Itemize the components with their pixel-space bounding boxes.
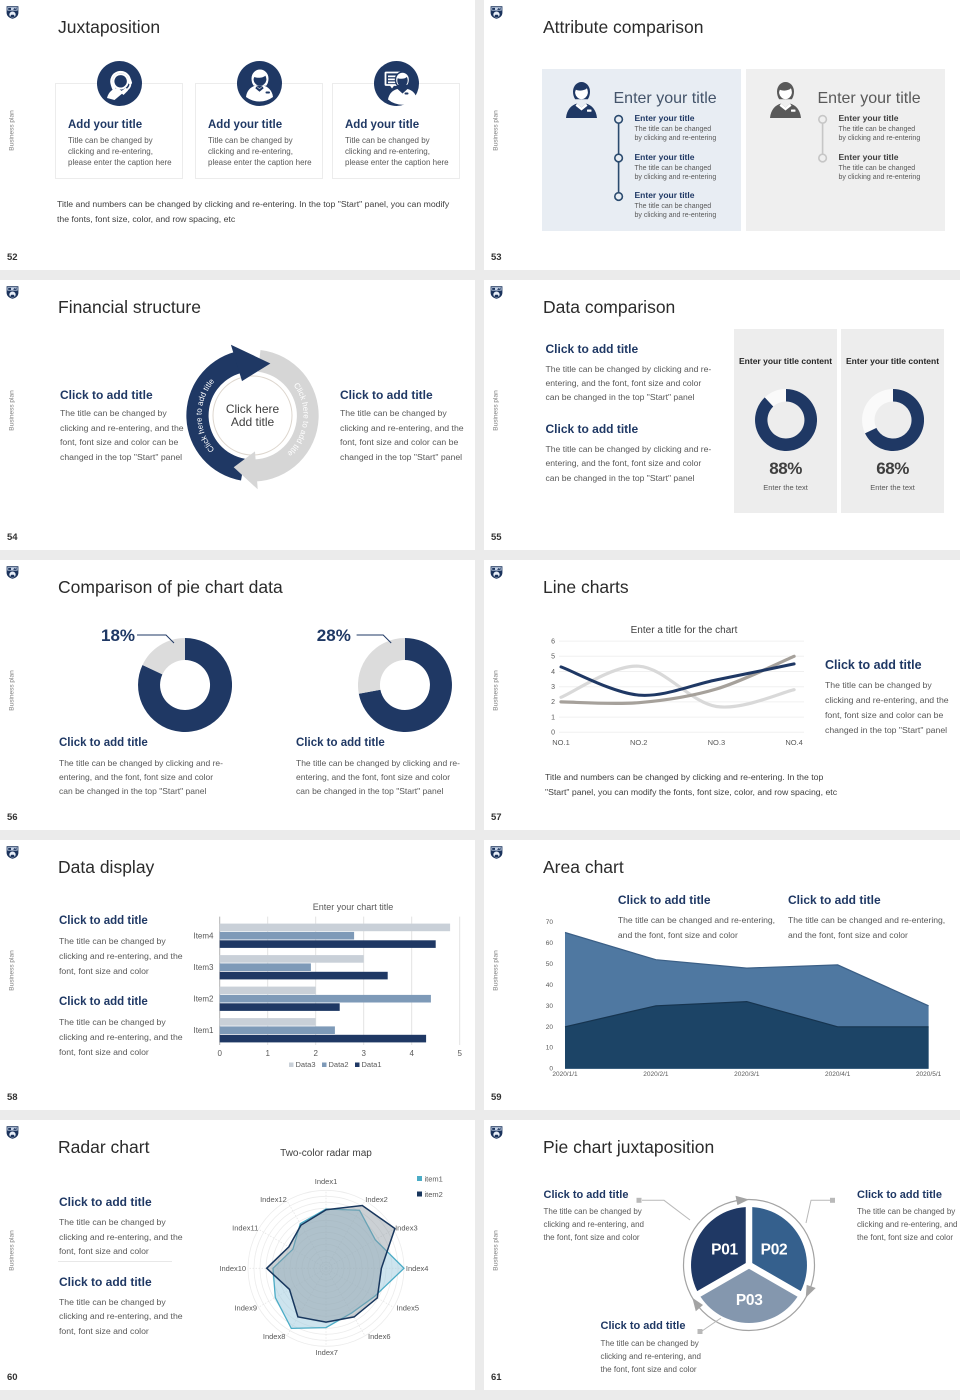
svg-text:Item4: Item4 (193, 931, 214, 940)
svg-text:Index12: Index12 (260, 1195, 287, 1204)
svg-text:item2: item2 (425, 1190, 443, 1199)
svg-text:2020/3/1: 2020/3/1 (734, 1071, 760, 1078)
svg-text:Index5: Index5 (397, 1303, 420, 1312)
svg-text:50: 50 (546, 961, 554, 968)
svg-text:Index1: Index1 (315, 1177, 338, 1186)
svg-text:Index11: Index11 (232, 1223, 258, 1232)
svg-text:Index6: Index6 (368, 1332, 391, 1341)
svg-text:Index7: Index7 (315, 1348, 338, 1357)
svg-text:20: 20 (546, 1024, 554, 1031)
svg-text:0: 0 (551, 730, 555, 737)
svg-text:item1: item1 (425, 1175, 443, 1184)
svg-text:60: 60 (546, 940, 554, 947)
svg-text:2020/4/1: 2020/4/1 (825, 1071, 851, 1078)
svg-text:NO.3: NO.3 (708, 738, 726, 747)
svg-text:Add title: Add title (231, 415, 275, 429)
svg-text:Item3: Item3 (193, 963, 214, 972)
svg-text:10: 10 (546, 1045, 554, 1052)
svg-text:5: 5 (551, 654, 555, 661)
svg-text:NO.2: NO.2 (630, 738, 648, 747)
svg-text:30: 30 (546, 1003, 554, 1010)
svg-text:P01: P01 (711, 1242, 738, 1259)
svg-text:40: 40 (546, 982, 554, 989)
svg-text:Index9: Index9 (234, 1303, 257, 1312)
svg-text:5: 5 (457, 1049, 462, 1058)
svg-text:70: 70 (546, 919, 554, 926)
svg-text:2: 2 (313, 1049, 318, 1058)
svg-text:2020/1/1: 2020/1/1 (552, 1071, 578, 1078)
svg-text:2020/5/1: 2020/5/1 (916, 1071, 942, 1078)
svg-text:NO.4: NO.4 (785, 738, 803, 747)
svg-text:Index3: Index3 (395, 1223, 418, 1232)
svg-text:Data1: Data1 (362, 1060, 382, 1069)
svg-text:2020/2/1: 2020/2/1 (643, 1071, 669, 1078)
svg-text:P02: P02 (761, 1242, 788, 1259)
svg-text:3: 3 (361, 1049, 366, 1058)
svg-text:3: 3 (551, 684, 555, 691)
svg-text:1: 1 (551, 714, 555, 721)
svg-text:2: 2 (551, 699, 555, 706)
svg-text:Index8: Index8 (263, 1332, 286, 1341)
svg-text:Item1: Item1 (193, 1026, 214, 1035)
svg-text:4: 4 (409, 1049, 414, 1058)
svg-text:Data2: Data2 (329, 1060, 349, 1069)
svg-text:Data3: Data3 (296, 1060, 316, 1069)
svg-text:1: 1 (265, 1049, 270, 1058)
svg-text:6: 6 (551, 638, 555, 645)
svg-text:0: 0 (217, 1049, 222, 1058)
svg-text:Index10: Index10 (219, 1264, 246, 1273)
svg-text:0: 0 (549, 1066, 553, 1073)
svg-text:P03: P03 (736, 1292, 763, 1309)
svg-text:Index4: Index4 (406, 1264, 429, 1273)
svg-text:NO.1: NO.1 (552, 738, 570, 747)
svg-text:4: 4 (551, 669, 555, 676)
svg-text:Index2: Index2 (365, 1195, 388, 1204)
svg-text:Click here: Click here (226, 402, 280, 416)
svg-text:Item2: Item2 (193, 994, 214, 1003)
